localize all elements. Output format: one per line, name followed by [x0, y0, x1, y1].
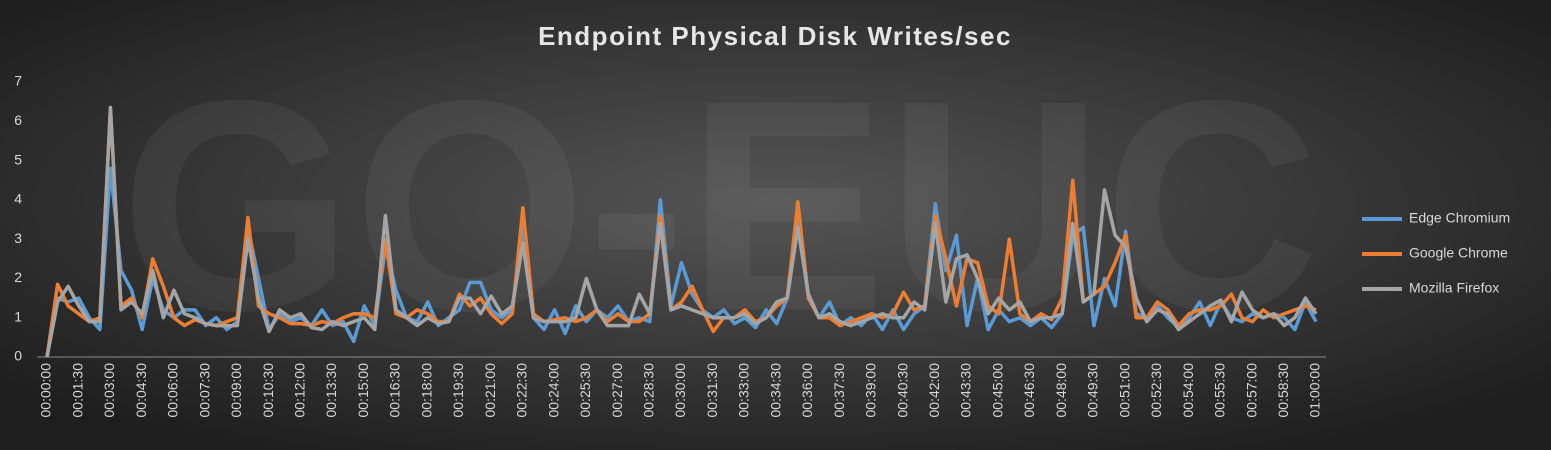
x-tick-label: 00:46:30: [1021, 363, 1037, 418]
x-tick-label: 00:49:30: [1085, 363, 1101, 418]
x-tick-label: 00:45:00: [989, 363, 1005, 418]
x-tick-label: 00:28:30: [640, 363, 656, 418]
x-tick-label: 00:48:00: [1053, 363, 1069, 418]
x-tick-label: 00:13:30: [323, 363, 339, 418]
y-tick-label: 5: [14, 151, 22, 167]
legend-label: Google Chrome: [1409, 245, 1508, 261]
y-tick-label: 7: [14, 73, 22, 89]
legend-label: Mozilla Firefox: [1409, 280, 1499, 296]
y-tick-label: 3: [14, 230, 22, 246]
series-line: [45, 166, 1318, 358]
x-tick-label: 00:19:30: [450, 363, 466, 418]
y-tick-label: 0: [14, 348, 22, 364]
x-tick-label: 00:15:00: [355, 363, 371, 418]
x-tick-label: 00:21:00: [482, 363, 498, 418]
x-tick-label: 00:31:30: [704, 363, 720, 418]
x-tick-label: 00:51:00: [1116, 363, 1132, 418]
x-tick-label: 00:16:30: [387, 363, 403, 418]
x-tick-label: 00:03:00: [101, 363, 117, 418]
y-tick-label: 2: [14, 269, 22, 285]
x-tick-label: 00:55:30: [1212, 363, 1228, 418]
x-tick-label: 00:24:00: [545, 363, 561, 418]
x-tick-label: 00:22:30: [514, 363, 530, 418]
x-tick-label: 00:25:30: [577, 363, 593, 418]
x-tick-label: 00:52:30: [1148, 363, 1164, 418]
x-tick-label: 00:36:00: [799, 363, 815, 418]
x-tick-label: 00:33:00: [736, 363, 752, 418]
x-tick-label: 00:43:30: [958, 363, 974, 418]
x-tick-label: 00:12:00: [292, 363, 308, 418]
x-tick-label: 00:09:00: [228, 363, 244, 418]
series-line: [45, 107, 1317, 358]
x-tick-label: 00:57:00: [1243, 363, 1259, 418]
x-tick-label: 00:30:00: [672, 363, 688, 418]
x-tick-label: 00:10:30: [260, 363, 276, 418]
x-tick-label: 00:34:30: [767, 363, 783, 418]
x-tick-label: 00:18:00: [418, 363, 434, 418]
x-tick-label: 00:42:00: [926, 363, 942, 418]
chart-title: Endpoint Physical Disk Writes/sec: [538, 21, 1012, 51]
x-tick-label: 00:58:30: [1275, 363, 1291, 418]
x-tick-label: 01:00:00: [1307, 363, 1323, 418]
x-tick-label: 00:07:30: [196, 363, 212, 418]
x-tick-label: 00:01:30: [69, 363, 85, 418]
y-tick-label: 6: [14, 112, 22, 128]
y-tick-label: 4: [14, 191, 22, 207]
x-tick-label: 00:00:00: [38, 363, 54, 418]
x-tick-label: 00:27:00: [609, 363, 625, 418]
x-tick-label: 00:54:00: [1180, 363, 1196, 418]
x-tick-label: 00:39:00: [863, 363, 879, 418]
x-tick-label: 00:06:00: [165, 363, 181, 418]
x-tick-label: 00:40:30: [894, 363, 910, 418]
x-tick-label: 00:37:30: [831, 363, 847, 418]
legend-label: Edge Chromium: [1409, 210, 1510, 226]
x-tick-label: 00:04:30: [133, 363, 149, 418]
y-tick-label: 1: [14, 308, 22, 324]
series-line: [45, 105, 1318, 358]
